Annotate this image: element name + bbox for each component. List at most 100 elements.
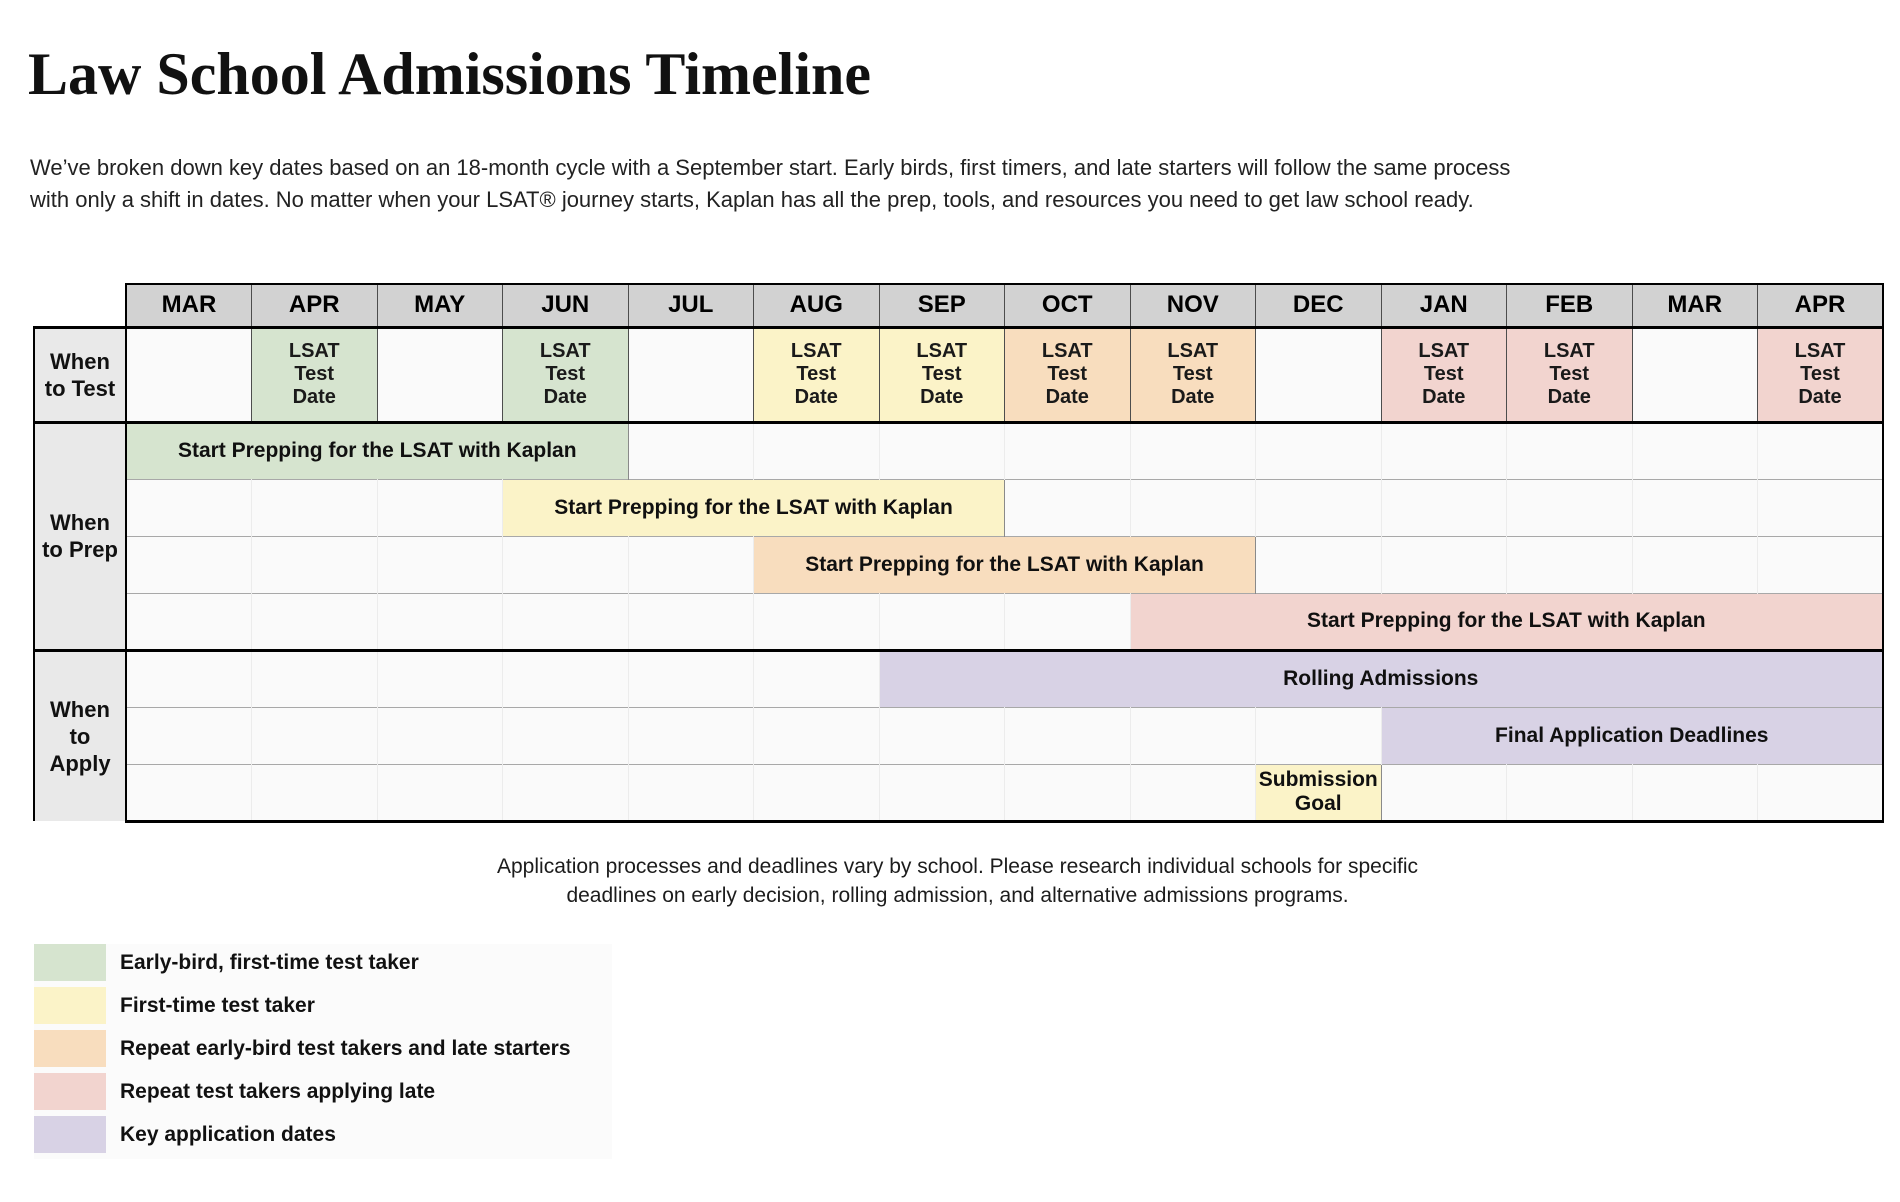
empty-cell-11 (1506, 763, 1633, 823)
empty-cell-2 (376, 706, 503, 764)
empty-cell-7 (1004, 763, 1131, 823)
empty-cell-12 (1631, 763, 1758, 823)
legend-item-repeat-early-bird-test-takers-and-late-starters: Repeat early-bird test takers and late s… (34, 1030, 612, 1067)
intro-paragraph: We’ve broken down key dates based on an … (30, 152, 1510, 216)
empty-cell-4 (627, 648, 754, 707)
empty-cell-0 (125, 763, 252, 823)
legend-item-key-application-dates: Key application dates (34, 1116, 612, 1153)
empty-cell-6 (878, 706, 1005, 764)
empty-test-cell-4 (627, 325, 754, 423)
legend-label: First-time test taker (120, 993, 315, 1017)
empty-cell-1 (251, 535, 378, 593)
empty-cell-3 (502, 648, 629, 707)
empty-cell-5 (753, 648, 880, 707)
intro-line-2: with only a shift in dates. No matter wh… (30, 187, 1474, 212)
test-date-cell-apr-1: LSAT Test Date (251, 325, 378, 423)
empty-cell-5 (753, 706, 880, 764)
legend-item-first-time-test-taker: First-time test taker (34, 987, 612, 1024)
empty-cell-4 (627, 420, 754, 479)
empty-cell-6 (878, 763, 1005, 823)
empty-cell-10 (1380, 420, 1507, 479)
timeline-row-when-to-apply-0: When to Apply Rolling Admissions (33, 648, 1884, 821)
empty-cell-0 (125, 592, 252, 650)
timeline-row-when-to-prep-1: Start Prepping for the LSAT with Kaplan (34, 478, 1884, 536)
timeline-table: MAR APR MAY JUN JUL AUG SEP OCT NOV DEC JAN FEB MAR A… (33, 283, 1884, 823)
footnote-line-2: deadlines on early decision, rolling adm… (566, 884, 1349, 907)
timeline-row-when-to-prep-0: When to Prep Start Prepping for the LSAT … (33, 420, 1884, 650)
test-date-cell-oct-7: LSAT Test Date (1004, 325, 1131, 423)
empty-cell-5 (753, 420, 880, 479)
legend-label: Early-bird, first-time test taker (120, 950, 419, 974)
month-header-apr-13: APR (1757, 283, 1884, 328)
intro-line-1: We’ve broken down key dates based on an … (30, 155, 1511, 180)
test-date-cell-feb-11: LSAT Test Date (1506, 325, 1633, 423)
empty-cell-2 (376, 535, 503, 593)
empty-cell-7 (1004, 420, 1131, 479)
section-label-when-to-apply: When to Apply (33, 648, 127, 821)
empty-cell-12 (1631, 420, 1758, 479)
legend-item-early-bird-first-time-test-taker: Early-bird, first-time test taker (34, 944, 612, 981)
month-header-sep-6: SEP (878, 283, 1005, 328)
empty-cell-8 (1129, 706, 1256, 764)
test-date-cell-sep-6: LSAT Test Date (878, 325, 1005, 423)
test-date-cell-jun-3: LSAT Test Date (502, 325, 629, 423)
empty-cell-12 (1631, 535, 1758, 593)
empty-cell-1 (251, 592, 378, 650)
month-header-jan-10: JAN (1380, 283, 1507, 328)
month-header-row: MAR APR MAY JUN JUL AUG SEP OCT NOV DEC JAN FEB MAR A… (34, 283, 1884, 328)
empty-test-cell-0 (125, 325, 252, 423)
bar-start-prepping-for-the-lsat-with-kaplan: Start Prepping for the LSAT with Kaplan (753, 535, 1256, 593)
empty-cell-1 (251, 478, 378, 536)
empty-cell-11 (1506, 478, 1633, 536)
empty-cell-7 (1004, 592, 1131, 650)
empty-cell-7 (1004, 478, 1131, 536)
empty-cell-8 (1129, 763, 1256, 823)
empty-cell-7 (1004, 706, 1131, 764)
legend-swatch-first_time_yellow (34, 987, 106, 1024)
empty-cell-1 (251, 648, 378, 707)
empty-cell-0 (125, 648, 252, 707)
empty-test-cell-9 (1255, 325, 1382, 423)
empty-cell-2 (376, 648, 503, 707)
month-header-jun-3: JUN (502, 283, 629, 328)
empty-cell-3 (502, 592, 629, 650)
empty-cell-2 (376, 763, 503, 823)
bar-rolling-admissions: Rolling Admissions (878, 648, 1884, 707)
month-header-apr-1: APR (251, 283, 378, 328)
empty-cell-13 (1757, 535, 1884, 593)
empty-cell-0 (125, 706, 252, 764)
legend-label: Repeat test takers applying late (120, 1079, 436, 1103)
page-title: Law School Admissions Timeline (28, 41, 871, 107)
empty-cell-10 (1380, 763, 1507, 823)
empty-cell-10 (1380, 478, 1507, 536)
timeline-table-wrap: MAR APR MAY JUN JUL AUG SEP OCT NOV DEC JAN FEB MAR A… (33, 283, 1884, 823)
legend: Early-bird, first-time test taker First-t… (34, 944, 612, 1159)
empty-cell-5 (753, 592, 880, 650)
month-header-feb-11: FEB (1506, 283, 1633, 328)
empty-cell-8 (1129, 478, 1256, 536)
empty-cell-4 (627, 592, 754, 650)
legend-swatch-repeat_late_pink (34, 1073, 106, 1110)
month-header-aug-5: AUG (753, 283, 880, 328)
section-label-when-to-test: When to Test (33, 325, 127, 422)
section-label-when-to-prep: When to Prep (33, 420, 127, 650)
empty-cell-13 (1757, 420, 1884, 479)
empty-cell-3 (502, 706, 629, 764)
empty-cell-9 (1255, 535, 1382, 593)
timeline-row-when-to-prep-2: Start Prepping for the LSAT with Kaplan (34, 535, 1884, 593)
empty-cell-0 (125, 535, 252, 593)
month-header-dec-9: DEC (1255, 283, 1382, 328)
empty-cell-13 (1757, 763, 1884, 823)
footnote-line-1: Application processes and deadlines vary… (497, 855, 1418, 878)
bar-final-application-deadlines: Final Application Deadlines (1380, 706, 1884, 764)
test-date-cell-nov-8: LSAT Test Date (1129, 325, 1256, 423)
timeline-row-when-to-test-0: When to Test LSAT Test Date LSAT Test Date… (33, 325, 1884, 423)
bar-start-prepping-for-the-lsat-with-kaplan: Start Prepping for the LSAT with Kaplan (125, 420, 629, 479)
month-header-jul-4: JUL (627, 283, 754, 328)
month-header-mar-12: MAR (1631, 283, 1758, 328)
legend-label: Repeat early-bird test takers and late s… (120, 1036, 571, 1060)
empty-cell-3 (502, 535, 629, 593)
empty-cell-2 (376, 592, 503, 650)
month-header-nov-8: NOV (1129, 283, 1256, 328)
legend-swatch-early_bird_green (34, 944, 106, 981)
